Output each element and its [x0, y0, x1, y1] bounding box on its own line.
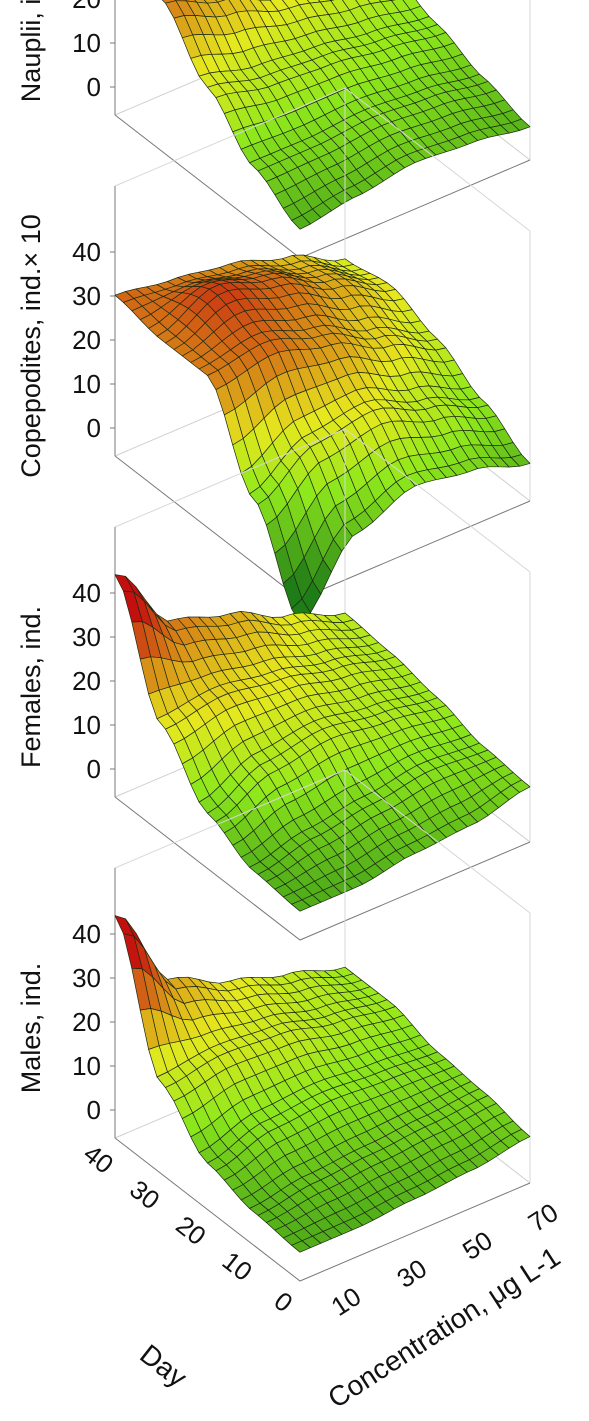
box-top-edge [114, 428, 531, 573]
day-tick-label: 30 [124, 1174, 165, 1215]
surface-mesh [114, 574, 531, 912]
panel-2-group: 0 10 20 30 40 Females, ind. [16, 428, 531, 941]
surface-cell [291, 1240, 311, 1253]
z-tick-label: 20 [72, 325, 101, 355]
concentration-tick-label: 30 [391, 1253, 432, 1294]
surface-cell [291, 899, 311, 912]
day-tick-label: 0 [269, 1286, 299, 1319]
z-tick-label: 40 [72, 578, 101, 608]
z-tick-label: 40 [72, 237, 101, 267]
panel-0-group: 010203040Nauplii, ind.× 10 [16, 0, 531, 259]
z-tick-label: 20 [72, 1007, 101, 1037]
day-tick-label: 10 [217, 1245, 258, 1286]
z-tick-label: 20 [72, 666, 101, 696]
box-top-edge [114, 87, 531, 232]
z-tick-label: 10 [72, 1051, 101, 1081]
panel-1-group: 0 10 20 30 40 Copepodites, ind.× 10 [16, 87, 531, 624]
surface-mesh [114, 254, 531, 624]
z-tick-label: 0 [87, 1095, 101, 1125]
z-tick-label: 10 [72, 28, 101, 58]
z-tick-label: 0 [87, 72, 101, 102]
surface-mesh [114, 915, 531, 1253]
concentration-tick-label: 50 [457, 1225, 498, 1266]
females-surface-plot: 0 10 20 30 40 Females, ind. [16, 428, 531, 941]
surface-mesh [161, 0, 531, 230]
concentration-tick-label: 10 [326, 1281, 367, 1322]
z-axis-title: Females, ind. [16, 606, 46, 768]
surface-cell [291, 214, 311, 230]
copepodites-surface-plot: 0 10 20 30 40 Copepodites, ind.× 10 [16, 87, 531, 624]
z-axis-title: Copepodites, ind.× 10 [16, 214, 46, 477]
z-tick-label: 0 [87, 754, 101, 784]
z-tick-label: 30 [72, 963, 101, 993]
day-tick-label: 40 [78, 1138, 119, 1179]
z-tick-label: 30 [72, 622, 101, 652]
concentration-tick-label: 70 [523, 1197, 564, 1238]
z-tick-label: 0 [87, 413, 101, 443]
day-tick-label: 20 [170, 1210, 211, 1251]
z-tick-label: 40 [72, 919, 101, 949]
nauplii-surface-plot: 010203040Nauplii, ind.× 10 [16, 0, 531, 259]
floor-axes [114, 1137, 531, 1282]
z-tick-label: 30 [72, 281, 101, 311]
box-top-edge [114, 769, 531, 914]
z-axis-title: Males, ind. [16, 963, 46, 1094]
z-tick-label: 10 [72, 710, 101, 740]
z-axis-title: Nauplii, ind.× 10 [16, 0, 46, 102]
z-tick-label: 20 [72, 0, 101, 14]
z-tick-label: 10 [72, 369, 101, 399]
floor-axes [114, 796, 531, 941]
